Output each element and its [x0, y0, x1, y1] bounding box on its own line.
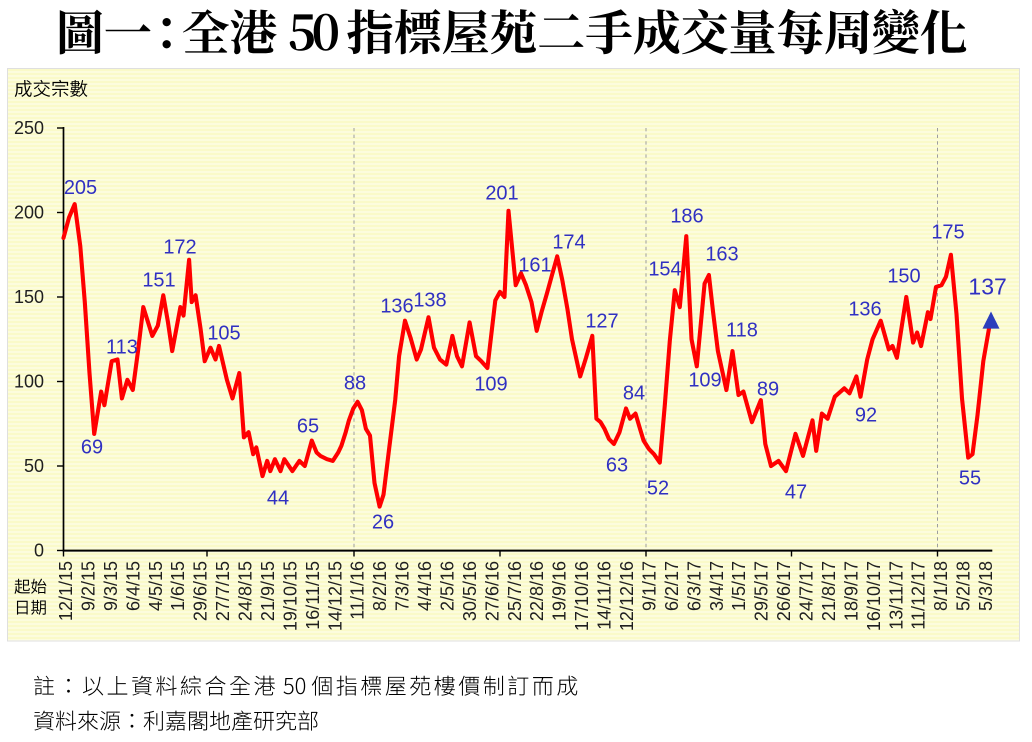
svg-text:163: 163 — [705, 243, 738, 265]
svg-text:150: 150 — [887, 265, 920, 287]
svg-text:50: 50 — [24, 456, 44, 476]
svg-text:172: 172 — [163, 236, 196, 258]
svg-text:24/8/15: 24/8/15 — [236, 561, 256, 621]
svg-text:12/1/15: 12/1/15 — [56, 561, 76, 621]
svg-text:65: 65 — [297, 415, 319, 437]
svg-text:136: 136 — [848, 298, 881, 320]
svg-text:201: 201 — [485, 182, 518, 204]
svg-text:29/6/15: 29/6/15 — [191, 561, 211, 621]
svg-text:118: 118 — [726, 319, 758, 341]
svg-text:55: 55 — [959, 467, 981, 489]
svg-text:19/10/15: 19/10/15 — [280, 561, 300, 631]
svg-text:69: 69 — [81, 436, 103, 458]
svg-text:18/9/17: 18/9/17 — [841, 561, 861, 621]
svg-text:27/7/15: 27/7/15 — [213, 561, 233, 621]
svg-text:25/7/16: 25/7/16 — [505, 561, 525, 621]
svg-text:16/11/15: 16/11/15 — [303, 561, 323, 630]
svg-text:84: 84 — [623, 382, 645, 404]
svg-text:105: 105 — [207, 322, 240, 344]
svg-text:9/2/15: 9/2/15 — [78, 561, 98, 611]
svg-text:205: 205 — [64, 177, 97, 199]
svg-text:174: 174 — [552, 231, 585, 253]
svg-text:9/3/15: 9/3/15 — [101, 561, 121, 611]
svg-text:1/6/15: 1/6/15 — [168, 561, 188, 611]
svg-text:26/6/17: 26/6/17 — [774, 561, 794, 621]
svg-text:8/2/16: 8/2/16 — [370, 561, 390, 611]
svg-text:22/8/16: 22/8/16 — [527, 561, 547, 621]
svg-text:127: 127 — [585, 310, 618, 332]
svg-text:29/5/17: 29/5/17 — [752, 561, 772, 621]
svg-text:113: 113 — [106, 336, 138, 358]
svg-text:12/12/16: 12/12/16 — [617, 561, 637, 631]
svg-text:161: 161 — [518, 254, 551, 276]
svg-text:136: 136 — [380, 295, 413, 317]
svg-text:6/2/17: 6/2/17 — [662, 561, 682, 611]
svg-text:24/7/17: 24/7/17 — [797, 561, 817, 621]
svg-text:138: 138 — [413, 289, 446, 311]
svg-text:21/8/17: 21/8/17 — [819, 561, 839, 621]
svg-text:1/5/17: 1/5/17 — [729, 561, 749, 611]
svg-text:27/6/16: 27/6/16 — [482, 561, 502, 621]
svg-text:88: 88 — [344, 372, 366, 394]
svg-text:6/4/15: 6/4/15 — [123, 561, 143, 611]
svg-text:11/1/16: 11/1/16 — [348, 561, 368, 620]
svg-text:186: 186 — [670, 205, 703, 227]
svg-text:109: 109 — [688, 369, 721, 391]
svg-text:137: 137 — [968, 274, 1006, 300]
svg-text:250: 250 — [14, 118, 44, 138]
svg-text:21/9/15: 21/9/15 — [258, 561, 278, 621]
svg-text:109: 109 — [474, 373, 507, 395]
svg-text:150: 150 — [14, 287, 44, 307]
svg-text:9/1/17: 9/1/17 — [639, 561, 659, 611]
svg-text:63: 63 — [606, 454, 628, 476]
svg-text:92: 92 — [855, 404, 877, 426]
svg-text:52: 52 — [647, 477, 669, 499]
svg-text:16/10/17: 16/10/17 — [864, 561, 884, 631]
svg-text:8/1/18: 8/1/18 — [931, 561, 951, 611]
svg-text:151: 151 — [142, 269, 175, 291]
svg-text:14/11/16: 14/11/16 — [595, 561, 615, 630]
svg-text:175: 175 — [931, 221, 964, 243]
svg-text:30/5/16: 30/5/16 — [460, 561, 480, 621]
svg-text:0: 0 — [34, 540, 44, 560]
svg-text:7/3/16: 7/3/16 — [393, 561, 413, 611]
svg-text:6/3/17: 6/3/17 — [684, 561, 704, 611]
svg-text:154: 154 — [648, 258, 681, 280]
svg-text:89: 89 — [757, 378, 779, 400]
svg-text:100: 100 — [14, 371, 44, 391]
svg-text:3/4/17: 3/4/17 — [707, 561, 727, 611]
svg-text:200: 200 — [14, 202, 44, 222]
svg-text:2/5/16: 2/5/16 — [438, 561, 458, 611]
svg-text:4/5/15: 4/5/15 — [146, 561, 166, 611]
svg-text:5/2/18: 5/2/18 — [954, 561, 974, 611]
svg-text:13/11/17: 13/11/17 — [886, 561, 906, 630]
svg-text:26: 26 — [372, 511, 394, 533]
svg-text:11/12/17: 11/12/17 — [909, 561, 929, 630]
svg-text:17/10/16: 17/10/16 — [572, 561, 592, 631]
svg-text:14/12/15: 14/12/15 — [325, 561, 345, 631]
svg-text:4/4/16: 4/4/16 — [415, 561, 435, 611]
svg-text:5/3/18: 5/3/18 — [976, 561, 996, 611]
svg-text:47: 47 — [785, 481, 807, 503]
svg-text:19/9/16: 19/9/16 — [550, 561, 570, 621]
svg-text:44: 44 — [267, 487, 289, 509]
